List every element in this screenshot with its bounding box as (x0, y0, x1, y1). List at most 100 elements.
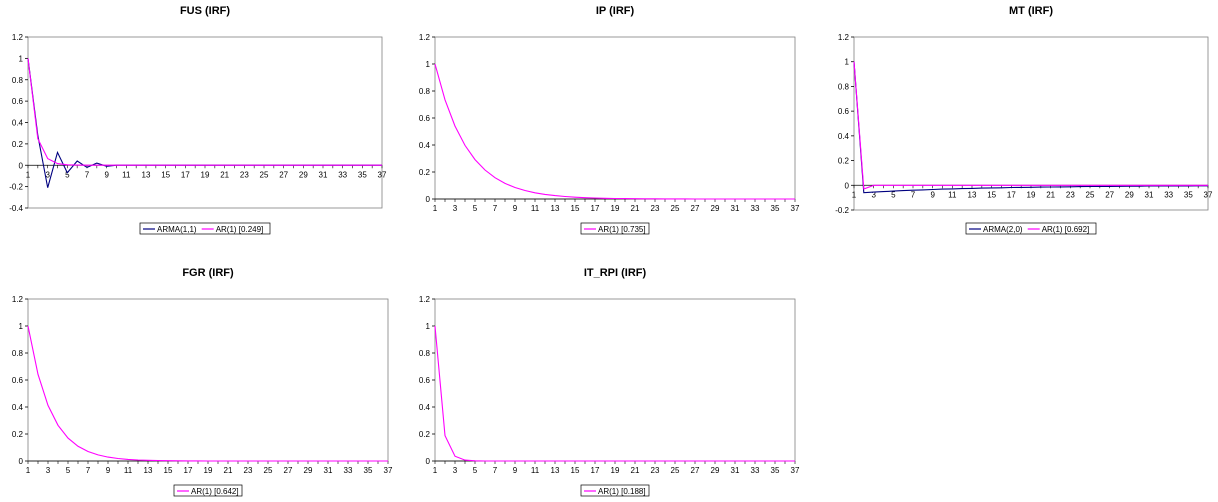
plot-area (27, 298, 389, 462)
y-tick-label: 0 (19, 161, 24, 170)
y-tick-label: 0.8 (12, 349, 24, 358)
y-tick-label: 0.2 (419, 168, 431, 177)
x-tick-label: 25 (1086, 190, 1095, 199)
chart-panel-mt: MT (IRF) 1.2 1 0.8 0.6 0.4 0.2 0 -0.2 1 3 5 7 9 11 13 15… (814, 0, 1214, 240)
chart-title: FUS (IRF) (180, 5, 230, 17)
y-tick-label: 0.2 (838, 157, 850, 166)
x-tick-label: 23 (651, 204, 660, 213)
y-tick-label: 0 (845, 181, 850, 190)
x-tick-label: 37 (378, 170, 387, 179)
chart-panel-fus: FUS (IRF) 1.2 1 0.8 0.6 0.4 0.2 0 -0.2 -0.4 1 3 5 7 9 1… (0, 0, 400, 240)
y-tick-label: 1.2 (12, 33, 24, 42)
x-tick-label: 19 (201, 170, 210, 179)
y-tick-label: 0.8 (419, 349, 431, 358)
x-tick-label: 35 (771, 204, 780, 213)
x-tick-label: 1 (852, 190, 857, 199)
x-tick-label: 33 (751, 466, 760, 475)
y-tick-label: 0.8 (419, 87, 431, 96)
legend-label: AR(1) [0.692] (1042, 225, 1090, 234)
x-tick-label: 19 (611, 466, 620, 475)
y-tick-label: 0.6 (12, 376, 24, 385)
legend-label: ARMA(2,0) (983, 225, 1023, 234)
x-tick-label: 5 (66, 466, 71, 475)
x-tick-label: 1 (433, 204, 438, 213)
x-tick-label: 17 (184, 466, 193, 475)
x-tick-label: 7 (85, 170, 90, 179)
legend-label: AR(1) [0.188] (598, 487, 646, 496)
x-tick-label: 27 (1105, 190, 1114, 199)
x-tick-label: 3 (45, 170, 50, 179)
series-line (434, 325, 795, 462)
x-tick-label: 15 (571, 466, 580, 475)
y-tick-label: 1 (845, 58, 850, 67)
x-tick-label: 3 (46, 466, 51, 475)
x-tick-label: 13 (968, 190, 977, 199)
y-tick-label: 0.6 (419, 376, 431, 385)
x-tick-label: 1 (26, 466, 31, 475)
x-tick-label: 3 (453, 466, 458, 475)
series-line (434, 63, 795, 200)
y-tick-label: 1.2 (12, 295, 24, 304)
x-tick-label: 13 (144, 466, 153, 475)
x-tick-label: 33 (344, 466, 353, 475)
x-tick-label: 31 (319, 170, 328, 179)
legend-box (173, 484, 243, 497)
series-line (27, 58, 382, 166)
x-tick-label: 29 (711, 466, 720, 475)
x-tick-label: 19 (1027, 190, 1036, 199)
x-tick-label: 11 (124, 466, 133, 475)
legend-label: AR(1) [0.735] (598, 225, 646, 234)
y-tick-label: 0.6 (12, 97, 24, 106)
y-tick-label: -0.2 (9, 183, 23, 192)
y-tick-label: 0.4 (419, 403, 431, 412)
legend-box (580, 222, 650, 235)
x-tick-label: 31 (731, 466, 740, 475)
legend-box (580, 484, 650, 497)
y-tick-label: 0.6 (419, 114, 431, 123)
x-tick-label: 35 (1184, 190, 1193, 199)
series-line (853, 61, 1208, 190)
chart-title: IT_RPI (IRF) (584, 267, 647, 279)
x-tick-label: 11 (122, 170, 131, 179)
x-tick-label: 13 (551, 466, 560, 475)
y-tick-label: 1 (426, 322, 431, 331)
x-tick-label: 31 (324, 466, 333, 475)
x-tick-label: 5 (473, 466, 478, 475)
y-tick-label: 1.2 (838, 33, 850, 42)
x-tick-label: 15 (161, 170, 170, 179)
x-tick-label: 25 (260, 170, 269, 179)
x-tick-label: 21 (1046, 190, 1055, 199)
legend-label: AR(1) [0.642] (191, 487, 239, 496)
legend-label: ARMA(1,1) (157, 225, 197, 234)
plot-area (434, 298, 796, 462)
chart-panel-it-rpi: IT_RPI (IRF) 1.2 1 0.8 0.6 0.4 0.2 0 1 3 5 7 9 11 13 15… (407, 262, 807, 502)
x-tick-label: 9 (513, 466, 518, 475)
y-tick-label: 1 (19, 54, 24, 63)
x-tick-label: 5 (891, 190, 896, 199)
x-tick-label: 37 (791, 204, 800, 213)
x-tick-label: 1 (26, 170, 31, 179)
x-tick-label: 9 (104, 170, 109, 179)
x-tick-label: 31 (1145, 190, 1154, 199)
x-tick-label: 13 (142, 170, 151, 179)
plot-area (27, 36, 383, 209)
x-tick-label: 23 (240, 170, 249, 179)
x-tick-label: 25 (671, 466, 680, 475)
x-tick-label: 29 (304, 466, 313, 475)
x-tick-label: 29 (1125, 190, 1134, 199)
chart-panel-ip: IP (IRF) 1.2 1 0.8 0.6 0.4 0.2 0 1 3 5 7 9 11 13 15 17 19… (407, 0, 807, 240)
x-tick-label: 23 (1066, 190, 1075, 199)
y-tick-label: 0 (426, 195, 431, 204)
series-line (27, 325, 388, 462)
x-tick-label: 5 (473, 204, 478, 213)
x-tick-label: 35 (771, 466, 780, 475)
x-tick-label: 17 (591, 466, 600, 475)
y-tick-label: 0.2 (419, 430, 431, 439)
chart-it-rpi: IT_RPI (IRF)1.210.80.60.40.201 3 5 7 9 11 13 15… (419, 267, 800, 497)
y-tick-label: 0.4 (12, 403, 24, 412)
x-tick-label: 27 (691, 466, 700, 475)
y-tick-label: 0.2 (12, 140, 24, 149)
x-tick-label: 11 (948, 190, 957, 199)
y-tick-label: 0.8 (12, 76, 24, 85)
x-tick-label: 33 (338, 170, 347, 179)
